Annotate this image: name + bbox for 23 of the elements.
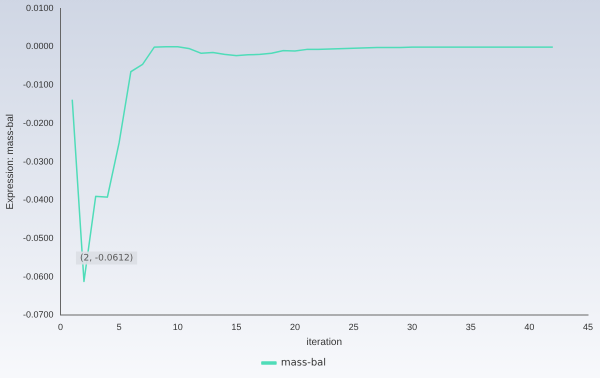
x-tick-label: 10 xyxy=(172,322,183,332)
y-tick-label: -0.0300 xyxy=(22,156,54,166)
y-tick-label: -0.0700 xyxy=(22,310,54,320)
legend-label: mass-bal xyxy=(280,358,326,369)
x-tick-label: 30 xyxy=(407,322,418,332)
x-tick-label: 25 xyxy=(348,322,359,332)
y-axis-title: Expression: mass-bal xyxy=(4,114,16,210)
x-tick-label: 20 xyxy=(290,322,300,332)
x-tick-label: 15 xyxy=(231,322,242,332)
y-tick-label: -0.0100 xyxy=(22,80,54,90)
x-tick-label: 35 xyxy=(466,322,476,332)
x-axis-title: iteration xyxy=(306,336,342,348)
y-tick-label: -0.0600 xyxy=(22,271,54,282)
annotation: (2, -0.0612) xyxy=(80,253,134,264)
y-tick-label: 0.0100 xyxy=(26,2,54,13)
y-tick-label: -0.0200 xyxy=(22,118,54,128)
y-tick-label: -0.0500 xyxy=(22,232,54,243)
x-tick-label: 0 xyxy=(58,322,64,332)
y-tick-label: 0.0000 xyxy=(26,41,54,52)
x-tick-label: 40 xyxy=(524,322,534,332)
x-tick-label: 5 xyxy=(116,322,122,332)
x-tick-label: 45 xyxy=(582,322,594,332)
y-tick-label: -0.0400 xyxy=(22,194,54,205)
